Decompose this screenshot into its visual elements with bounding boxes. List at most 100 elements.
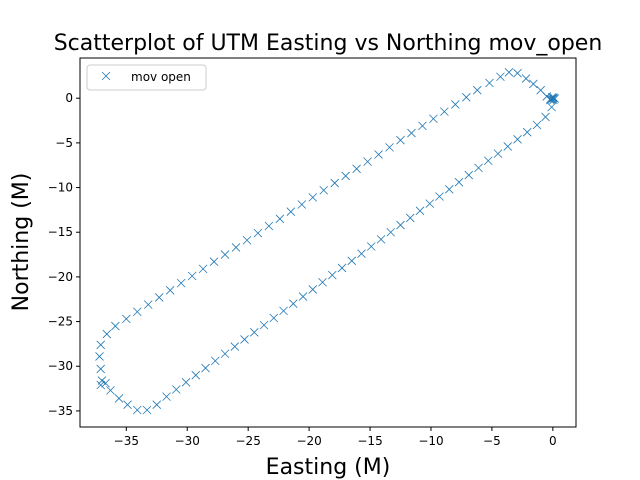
data-point-stroke-b — [485, 78, 494, 88]
data-point-stroke-b — [286, 207, 296, 216]
data-point — [347, 256, 357, 266]
data-point — [132, 307, 142, 317]
data-point — [444, 185, 454, 194]
data-point — [493, 149, 503, 158]
data-point-stroke-b — [429, 114, 438, 124]
data-point-stroke-b — [201, 363, 210, 373]
data-point-stroke-b — [259, 320, 269, 330]
data-point-stroke-b — [462, 93, 471, 102]
data-point — [275, 214, 285, 224]
data-point-stroke-b — [210, 356, 220, 366]
data-point-stroke-b — [240, 335, 249, 344]
data-point — [297, 200, 307, 209]
data-point — [386, 227, 396, 237]
data-point — [111, 321, 120, 331]
data-point — [201, 363, 210, 373]
x-tick-label: 0 — [549, 434, 557, 448]
y-tick-label: −30 — [48, 359, 73, 373]
data-point-stroke-b — [132, 405, 142, 415]
data-point — [532, 120, 542, 130]
data-point — [330, 178, 339, 188]
data-point-stroke-b — [102, 329, 112, 339]
data-point — [521, 74, 531, 83]
data-point — [114, 394, 124, 403]
data-point-stroke-b — [143, 300, 153, 309]
data-point — [181, 378, 191, 387]
data-point-stroke-b — [264, 221, 274, 231]
data-point — [341, 171, 350, 181]
data-point-stroke-b — [95, 352, 104, 361]
data-point-stroke-b — [529, 79, 538, 89]
data-point — [176, 278, 186, 288]
data-point-stroke-b — [493, 149, 503, 158]
x-axis-label: Easting (M) — [266, 455, 391, 480]
data-point — [337, 263, 347, 273]
data-point — [396, 220, 405, 230]
data-point-stroke-b — [464, 170, 474, 180]
data-point-stroke-b — [288, 299, 298, 308]
data-point-stroke-b — [341, 171, 350, 181]
data-point — [522, 127, 532, 137]
data-point — [541, 112, 550, 122]
data-point-stroke-b — [473, 85, 482, 95]
data-point — [96, 364, 106, 374]
data-point-stroke-b — [532, 120, 542, 130]
data-point-stroke-b — [253, 228, 263, 238]
data-point — [106, 386, 115, 395]
data-point-stroke-b — [269, 313, 279, 323]
data-point-stroke-b — [327, 270, 337, 280]
data-point-stroke-b — [308, 285, 318, 294]
data-point — [374, 150, 383, 159]
plot-area: −35 −30 −25 −20 −15 −10 −5 0 −35 −30 −25 −20 −15 −10… — [48, 57, 577, 448]
data-point-stroke-b — [444, 185, 454, 194]
data-point-stroke-b — [96, 364, 106, 374]
data-point-stroke-b — [503, 142, 513, 151]
data-point-stroke-b — [152, 400, 162, 409]
data-point-stroke-b — [191, 370, 201, 380]
data-point-stroke-b — [536, 85, 545, 95]
x-tick-label: −25 — [236, 434, 261, 448]
data-point-stroke-b — [154, 293, 164, 302]
data-point — [259, 320, 269, 330]
data-point — [440, 107, 449, 116]
data-point-stroke-b — [385, 143, 394, 152]
data-point-stroke-b — [181, 378, 191, 387]
data-point — [536, 85, 545, 95]
data-point — [496, 72, 505, 82]
x-tick-label: −30 — [175, 434, 200, 448]
data-point-stroke-b — [396, 220, 405, 230]
data-point-stroke-b — [230, 342, 240, 351]
data-point — [546, 95, 555, 105]
data-point-stroke-b — [122, 314, 131, 324]
chart-title: Scatterplot of UTM Easting vs Northing m… — [54, 31, 603, 56]
data-point — [405, 213, 415, 223]
data-point — [513, 135, 522, 144]
data-point — [220, 250, 230, 259]
data-point — [96, 380, 106, 390]
data-point — [288, 299, 298, 308]
y-tick-label: −25 — [48, 315, 73, 329]
data-point — [142, 405, 152, 415]
data-point-stroke-b — [415, 206, 425, 216]
data-point-stroke-b — [386, 227, 396, 237]
data-point — [473, 85, 482, 95]
legend-marker-stroke-b — [101, 71, 111, 81]
data-point-stroke-b — [231, 243, 241, 252]
data-point — [298, 292, 308, 301]
legend-box — [86, 64, 207, 91]
data-point — [101, 378, 110, 388]
data-point — [418, 121, 427, 131]
axes-frame — [79, 57, 577, 428]
data-point-stroke-b — [165, 286, 175, 295]
data-point-stroke-b — [418, 121, 427, 131]
data-point-stroke-b — [171, 385, 181, 394]
y-axis-label: Northing (M) — [9, 173, 34, 312]
data-point-stroke-b — [352, 164, 361, 174]
data-point — [308, 285, 318, 294]
data-point-stroke-b — [242, 235, 252, 245]
data-point — [546, 94, 555, 104]
data-point-stroke-b — [547, 102, 556, 112]
data-point — [483, 156, 493, 166]
data-point-stroke-b — [541, 112, 550, 122]
data-point-stroke-b — [435, 192, 444, 201]
